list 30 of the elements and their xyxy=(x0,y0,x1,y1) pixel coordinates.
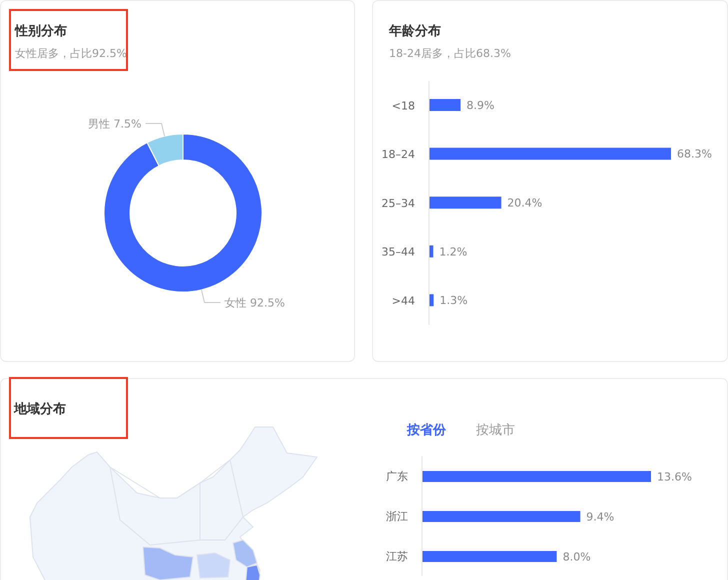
slice-label: 男性 7.5% xyxy=(88,117,142,130)
data-label: 1.2% xyxy=(439,245,468,258)
data-label: 8.9% xyxy=(466,98,494,112)
data-label: 8.0% xyxy=(562,550,591,564)
text: 按省份 xyxy=(407,422,446,439)
y-tick-label: 江苏 xyxy=(386,550,408,563)
y-tick-label: >44 xyxy=(392,294,415,308)
text: 地域分布 xyxy=(14,401,66,418)
y-tick-label: 25–34 xyxy=(382,196,415,210)
y-tick-label: 18–24 xyxy=(382,148,415,162)
data-label: 1.3% xyxy=(440,294,468,308)
slice-label: 女性 92.5% xyxy=(224,296,285,310)
y-tick-label: 广东 xyxy=(386,470,408,483)
bar xyxy=(429,245,434,258)
y-tick-label: 35–44 xyxy=(382,246,415,259)
data-label: 20.4% xyxy=(507,196,542,210)
text: 按城市 xyxy=(476,422,515,439)
bar xyxy=(429,148,671,160)
y-tick-label: <18 xyxy=(392,99,415,112)
donut-slice xyxy=(104,134,262,292)
chart-subtitle: 女性居多，占比92.5% xyxy=(15,46,127,61)
chart-title: 年龄分布 xyxy=(389,23,441,40)
data-label: 13.6% xyxy=(657,470,692,484)
bar xyxy=(429,196,502,209)
chart-subtitle: 18-24居多，占比68.3% xyxy=(389,46,511,61)
chart-title: 性别分布 xyxy=(15,23,67,40)
bar xyxy=(429,99,461,111)
data-label: 9.4% xyxy=(586,510,614,524)
data-label: 68.3% xyxy=(677,148,712,161)
y-tick-label: 浙江 xyxy=(386,510,408,523)
